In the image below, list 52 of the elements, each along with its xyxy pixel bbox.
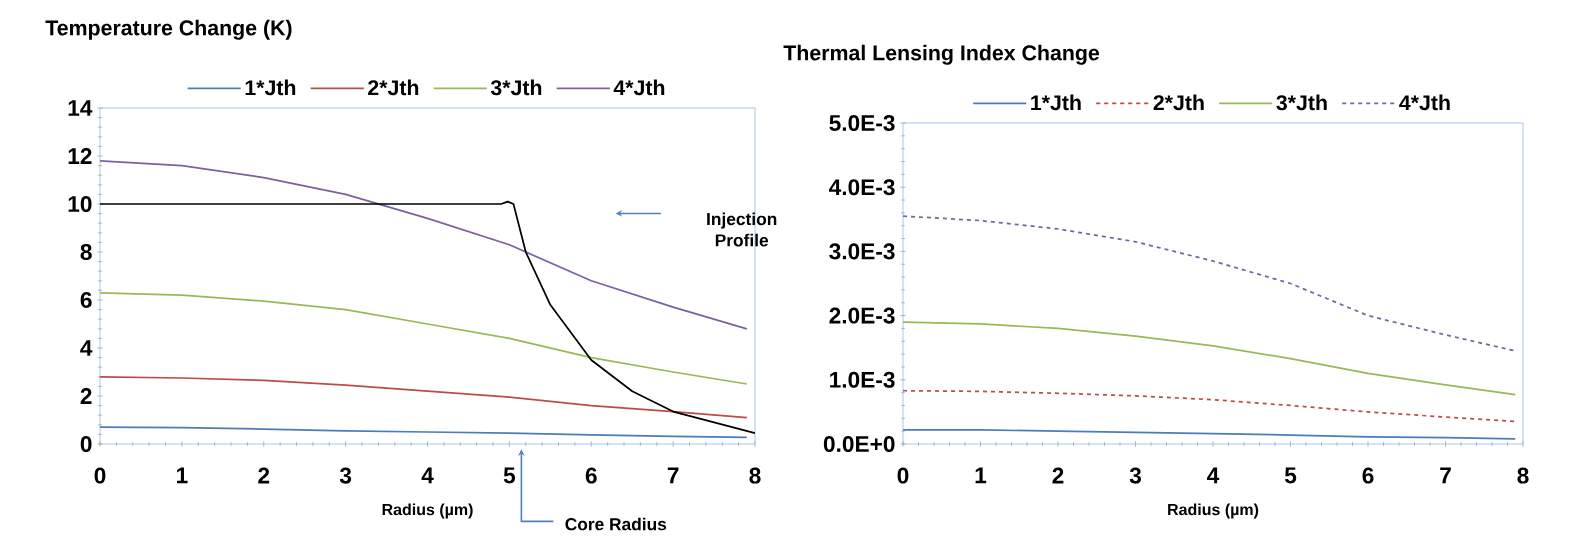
y-tick-label: 4 xyxy=(80,340,93,356)
legend-label: 1*Jth xyxy=(245,79,296,96)
chart-title: Thermal Lensing Index Change xyxy=(783,44,1100,65)
x-tick-label: 1 xyxy=(975,467,987,484)
y-tick-label: 6 xyxy=(80,291,92,309)
y-tick-label: 2 xyxy=(80,388,92,404)
x-tick-label: 8 xyxy=(749,467,761,484)
legend-label: 3*Jth xyxy=(490,79,542,96)
x-tick-label: 1 xyxy=(177,467,188,484)
line-series xyxy=(903,389,1517,423)
y-tick-label: 2.0E-3 xyxy=(829,307,895,324)
x-tick-label: 7 xyxy=(667,467,679,484)
x-tick-label: 3 xyxy=(339,467,352,484)
line-series xyxy=(903,321,1517,396)
y-tick-label: 3.0E-3 xyxy=(829,243,895,260)
y-tick-label: 0.0E+0 xyxy=(823,435,895,453)
y-tick-label: 12 xyxy=(68,148,92,164)
y-tick-label: 14 xyxy=(68,100,93,116)
line-series xyxy=(100,375,748,419)
legend-label: 4*Jth xyxy=(613,79,665,96)
x-tick-label: 4 xyxy=(421,467,434,484)
legend-label: 1*Jth xyxy=(1031,94,1081,111)
line-series xyxy=(100,291,748,385)
x-tick-label: 7 xyxy=(1440,467,1451,484)
x-tick-label: 8 xyxy=(1517,467,1529,484)
annotation: Injection Profile xyxy=(707,212,777,247)
chart-title: Temperature Change (K) xyxy=(45,19,292,40)
legend-label: 2*Jth xyxy=(1153,94,1204,111)
legend-label: 4*Jth xyxy=(1399,94,1450,111)
x-tick-label: 4 xyxy=(1207,467,1220,484)
y-tick-label: 10 xyxy=(68,195,92,213)
x-tick-label: 2 xyxy=(258,467,270,484)
x-tick-label: 3 xyxy=(1129,467,1141,484)
y-tick-label: 5.0E-3 xyxy=(829,114,895,132)
x-tick-label: 0 xyxy=(897,467,909,484)
line-series xyxy=(903,429,1517,440)
y-tick-label: 4.0E-3 xyxy=(829,179,895,196)
legend-label: 2*Jth xyxy=(368,79,419,96)
x-axis-title: Radius (µm) xyxy=(382,503,473,519)
y-tick-label: 1.0E-3 xyxy=(830,371,895,388)
x-tick-label: 6 xyxy=(585,467,597,484)
x-tick-label: 6 xyxy=(1362,467,1374,484)
x-tick-label: 5 xyxy=(1284,467,1297,484)
text: Core Radius xyxy=(565,517,667,531)
x-tick-label: 0 xyxy=(94,467,106,484)
x-tick-label: 5 xyxy=(503,467,516,484)
line-series xyxy=(100,426,748,439)
x-tick-label: 2 xyxy=(1052,467,1064,484)
x-axis-title: Radius (µm) xyxy=(1168,503,1259,519)
y-tick-label: 0 xyxy=(80,435,92,453)
legend-label: 3*Jth xyxy=(1276,94,1327,111)
y-tick-label: 8 xyxy=(80,243,92,261)
